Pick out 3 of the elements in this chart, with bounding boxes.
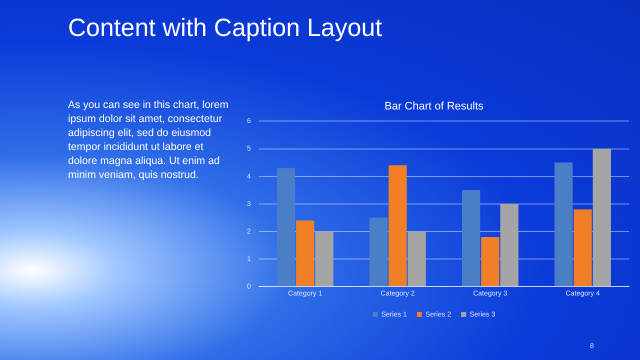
text: As you can see in this chart, lorem ipsum dolor sit amet, consectetur adipiscing elit, sed do eiusmod tempor incididunt ut labore et dolore magna aliqua. Ut enim ad minim veniam, quis nostrud. (68, 98, 230, 182)
text: Content with Caption Layout (68, 14, 382, 43)
chart-title: Bar Chart of Results (384, 100, 484, 113)
